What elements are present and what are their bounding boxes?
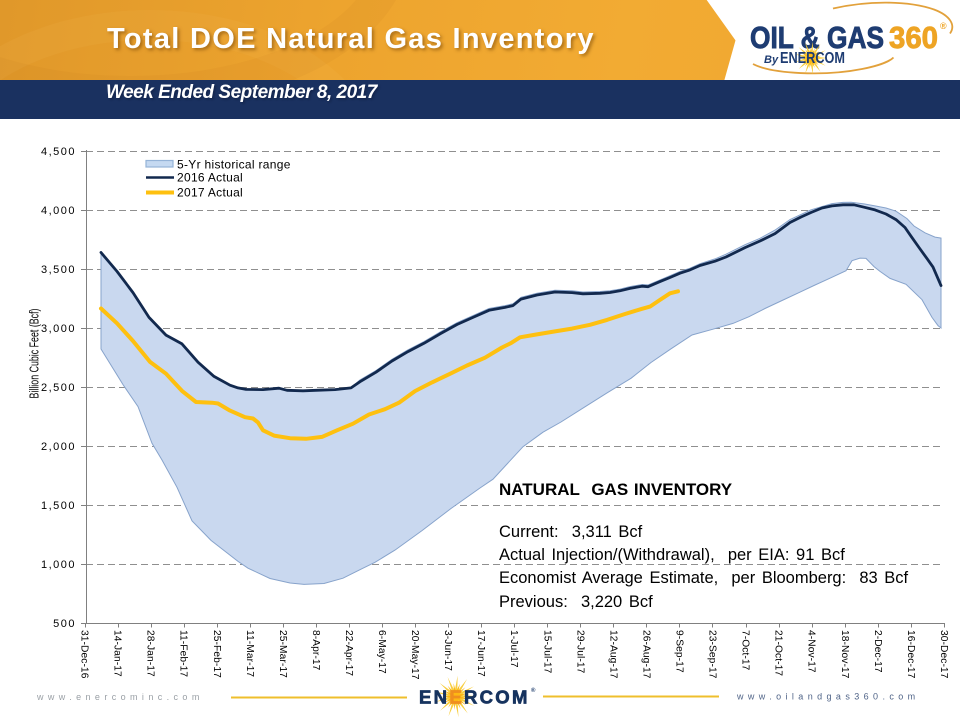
svg-text:22-Apr-17: 22-Apr-17 [343,630,354,676]
svg-text:4-Nov-17: 4-Nov-17 [806,630,817,673]
svg-text:3,000: 3,000 [41,323,76,335]
svg-text:www.oilandgas360.com: www.oilandgas360.com [736,692,920,702]
svg-text:Billion Cubic Feet (Bcf): Billion Cubic Feet (Bcf) [28,309,42,399]
svg-text:16-Dec-17: 16-Dec-17 [905,630,916,679]
svg-text:1-Jul-17: 1-Jul-17 [508,630,519,668]
svg-text:18-Nov-17: 18-Nov-17 [839,630,850,679]
svg-text:2,500: 2,500 [41,382,76,394]
svg-text:4,500: 4,500 [41,146,76,158]
svg-text:4,000: 4,000 [41,205,76,217]
svg-text:15-Jul-17: 15-Jul-17 [541,630,552,674]
svg-text:14-Jan-17: 14-Jan-17 [112,630,123,677]
svg-text:26-Aug-17: 26-Aug-17 [640,630,651,679]
svg-text:7-Oct-17: 7-Oct-17 [740,630,751,671]
svg-text:2016 Actual: 2016 Actual [177,171,243,185]
svg-text:2-Dec-17: 2-Dec-17 [872,630,883,673]
svg-text:23-Sep-17: 23-Sep-17 [707,630,718,679]
svg-text:2,000: 2,000 [41,441,76,453]
svg-text:®: ® [940,21,947,31]
svg-text:1,000: 1,000 [41,559,76,571]
svg-text:By: By [764,54,779,66]
svg-text:®: ® [531,687,536,694]
svg-text:29-Jul-17: 29-Jul-17 [574,630,585,674]
svg-text:9-Sep-17: 9-Sep-17 [674,630,685,673]
svg-text:20-May-17: 20-May-17 [409,630,420,680]
svg-text:17-Jun-17: 17-Jun-17 [475,630,486,677]
svg-text:5-Yr historical range: 5-Yr historical range [177,158,291,172]
svg-text:25-Feb-17: 25-Feb-17 [211,630,222,678]
svg-text:1,500: 1,500 [41,500,76,512]
svg-text:30-Dec-17: 30-Dec-17 [938,630,949,679]
svg-text:3,500: 3,500 [41,264,76,276]
svg-text:ENERCOM: ENERCOM [419,687,530,708]
svg-text:21-Oct-17: 21-Oct-17 [773,630,784,676]
svg-text:360: 360 [889,20,938,55]
svg-text:3-Jun-17: 3-Jun-17 [442,630,453,671]
svg-text:11-Feb-17: 11-Feb-17 [178,630,189,677]
svg-text:11-Mar-17: 11-Mar-17 [244,630,255,677]
svg-text:500: 500 [53,618,76,630]
svg-text:8-Apr-17: 8-Apr-17 [310,630,321,671]
svg-text:28-Jan-17: 28-Jan-17 [145,630,156,677]
svg-text:2017 Actual: 2017 Actual [177,186,243,200]
svg-text:31-Dec-16: 31-Dec-16 [79,630,90,679]
svg-text:6-May-17: 6-May-17 [376,630,387,674]
svg-text:ENERCOM: ENERCOM [780,50,845,67]
svg-text:25-Mar-17: 25-Mar-17 [277,630,288,678]
svg-text:12-Aug-17: 12-Aug-17 [607,630,618,679]
svg-text:www.enercominc.com: www.enercominc.com [36,692,204,702]
